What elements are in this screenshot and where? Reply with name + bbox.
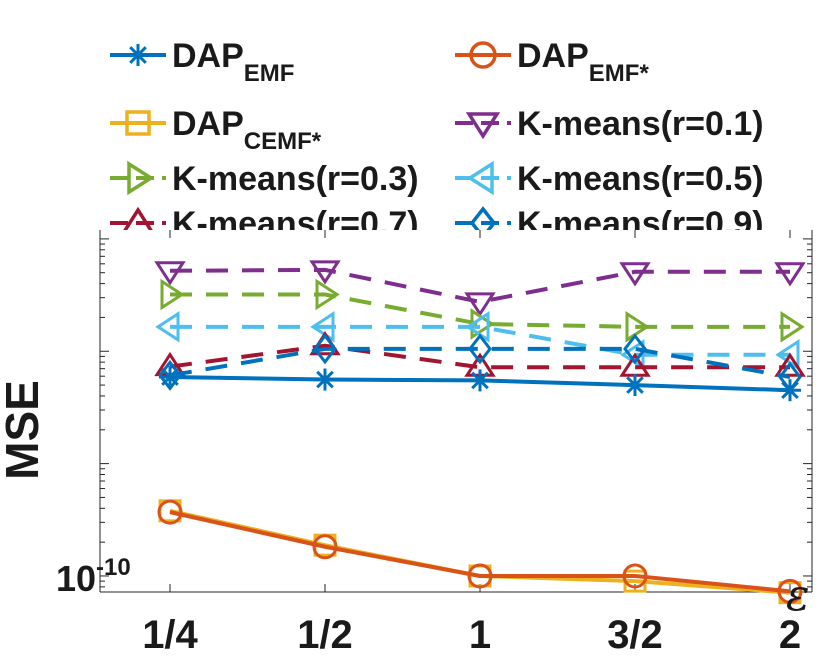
series-k-means-r-0-3-marker-1 bbox=[315, 278, 340, 311]
legend-entry-3-label: DAPCEMF* bbox=[172, 105, 322, 155]
series-dap-emf-marker-2-stroke-3 bbox=[471, 371, 489, 390]
series-k-means-r-0-9-marker-1 bbox=[313, 333, 337, 365]
series-k-means-r-0-5-marker-0 bbox=[155, 311, 180, 343]
legend-entry-6-marker bbox=[466, 160, 494, 196]
legend-entry-1-marker bbox=[127, 44, 149, 66]
legend-entry-3: DAPCEMF* bbox=[110, 105, 322, 155]
series-dap-emf-marker-1 bbox=[314, 368, 336, 391]
axis-ticks bbox=[100, 230, 812, 592]
legend-entry-4-label: K-means(r=0.1) bbox=[517, 105, 764, 143]
series-dap-emf-marker-4-stroke-3 bbox=[781, 381, 799, 400]
legend-entry-5-label: K-means(r=0.3) bbox=[172, 160, 419, 198]
series-k-means-r-0-1-marker-2 bbox=[464, 292, 496, 317]
series-dap-emf-marker-4 bbox=[779, 379, 801, 402]
x-tick-labels: 1/4 1/2 1 3/2 2 bbox=[142, 613, 801, 657]
series-k-means-r-0-5-marker-2 bbox=[465, 311, 490, 343]
series-k-means-r-0-1 bbox=[154, 260, 806, 317]
legend-entry-6: K-means(r=0.5) bbox=[455, 160, 764, 198]
legend-entry-1-marker-stroke-3 bbox=[129, 46, 147, 64]
series-k-means-r-0-9-marker-2 bbox=[468, 333, 492, 365]
series-k-means-r-0-3-marker-0 bbox=[160, 278, 185, 311]
series-k-means-r-0-5-marker-1 bbox=[310, 311, 335, 343]
series-dap-emf bbox=[159, 366, 801, 402]
series-k-means-r-0-5-line bbox=[170, 324, 790, 357]
series-dap-emf-marker-2 bbox=[467, 563, 493, 589]
series-k-means-r-0-3-marker-3 bbox=[625, 311, 650, 343]
series-dap-emf-marker-0 bbox=[159, 366, 181, 389]
legend-entry-5-marker bbox=[127, 160, 155, 196]
legend-entry-2-label-main: DAP bbox=[517, 37, 589, 75]
legend-entry-5: K-means(r=0.3) bbox=[110, 160, 419, 198]
legend-entry-1: DAPEMF bbox=[110, 37, 294, 87]
legend-entry-1-label: DAPEMF bbox=[172, 37, 294, 87]
x-tick-label: 1/4 bbox=[142, 613, 198, 657]
series-k-means-r-0-1-marker-1 bbox=[309, 260, 341, 285]
series-dap-emf-marker-0 bbox=[157, 499, 183, 525]
series-dap-emf-marker-4 bbox=[777, 578, 803, 604]
x-tick-label: 1/2 bbox=[297, 613, 353, 657]
legend-entry-6-label-main: K-means(r=0.5) bbox=[517, 160, 764, 198]
series-dap-emf bbox=[157, 499, 803, 604]
y-tick-labels: 10-10 bbox=[56, 554, 131, 599]
legend-entry-1-label-subscript: EMF bbox=[244, 60, 295, 87]
legend-entry-4-label-main: K-means(r=0.1) bbox=[517, 105, 764, 143]
legend-entry-3-marker bbox=[125, 110, 151, 136]
legend-entry-5-label-main: K-means(r=0.3) bbox=[172, 160, 419, 198]
y-axis-label: MSE bbox=[0, 380, 48, 480]
x-tick-label: 3/2 bbox=[607, 613, 663, 657]
x-tick-label: 2 bbox=[779, 613, 801, 657]
legend-entry-2: DAPEMF* bbox=[455, 37, 649, 87]
series-dap-emf-marker-3 bbox=[624, 374, 646, 397]
series-k-means-r-0-3-marker-4 bbox=[780, 311, 805, 343]
plot-area bbox=[99, 230, 813, 605]
series-k-means-r-0-3-line bbox=[170, 292, 790, 329]
series-k-means-r-0-3 bbox=[160, 278, 805, 343]
series-dap-emf-marker-1 bbox=[312, 534, 338, 560]
series-k-means-r-0-1-marker-3 bbox=[619, 262, 651, 287]
series-k-means-r-0-1-line bbox=[169, 267, 790, 304]
x-axis-label: ε bbox=[786, 570, 810, 621]
legend-entry-6-label: K-means(r=0.5) bbox=[517, 160, 764, 198]
y-tick-label: 10-10 bbox=[56, 554, 131, 599]
legend-entry-2-marker bbox=[469, 41, 497, 69]
legend-entry-2-label: DAPEMF* bbox=[517, 37, 649, 87]
series-k-means-r-0-9-marker-3 bbox=[623, 333, 647, 365]
series-dap-emf-line bbox=[169, 510, 791, 594]
legend-entry-4-marker bbox=[465, 112, 501, 140]
series-k-means-r-0-7-line bbox=[169, 343, 790, 370]
y-tick-label-exponent: -10 bbox=[96, 554, 131, 581]
legend: DAPEMF DAPEMF*DAPCEMF* K-means(r=0.1)K-mea… bbox=[110, 37, 764, 243]
series-dap-emf-marker-2 bbox=[469, 369, 491, 392]
series-dap-emf-marker-1-stroke-3 bbox=[316, 370, 334, 389]
axes-box bbox=[100, 230, 812, 592]
series-k-means-r-0-1-marker-4 bbox=[774, 262, 806, 287]
series-dap-emf-marker-3-stroke-3 bbox=[626, 376, 644, 394]
legend-entry-3-label-subscript: CEMF* bbox=[244, 128, 322, 155]
legend-entry-4: K-means(r=0.1) bbox=[455, 105, 764, 143]
legend-entry-1-label-main: DAP bbox=[172, 37, 244, 75]
y-tick-label-base: 10 bbox=[56, 558, 96, 599]
legend-entry-3-label-main: DAP bbox=[172, 105, 244, 143]
series-k-means-r-0-1-marker-0 bbox=[154, 261, 186, 286]
x-tick-label: 1 bbox=[469, 613, 491, 657]
legend-entry-2-label-subscript: EMF* bbox=[589, 60, 650, 87]
series-k-means-r-0-5-marker-4 bbox=[775, 339, 800, 371]
series-group bbox=[154, 260, 806, 605]
series-dap-emf-marker-0-stroke-3 bbox=[161, 368, 179, 386]
series-dap-emf-marker-3 bbox=[622, 563, 648, 589]
series-k-means-r-0-9-line bbox=[169, 346, 791, 379]
